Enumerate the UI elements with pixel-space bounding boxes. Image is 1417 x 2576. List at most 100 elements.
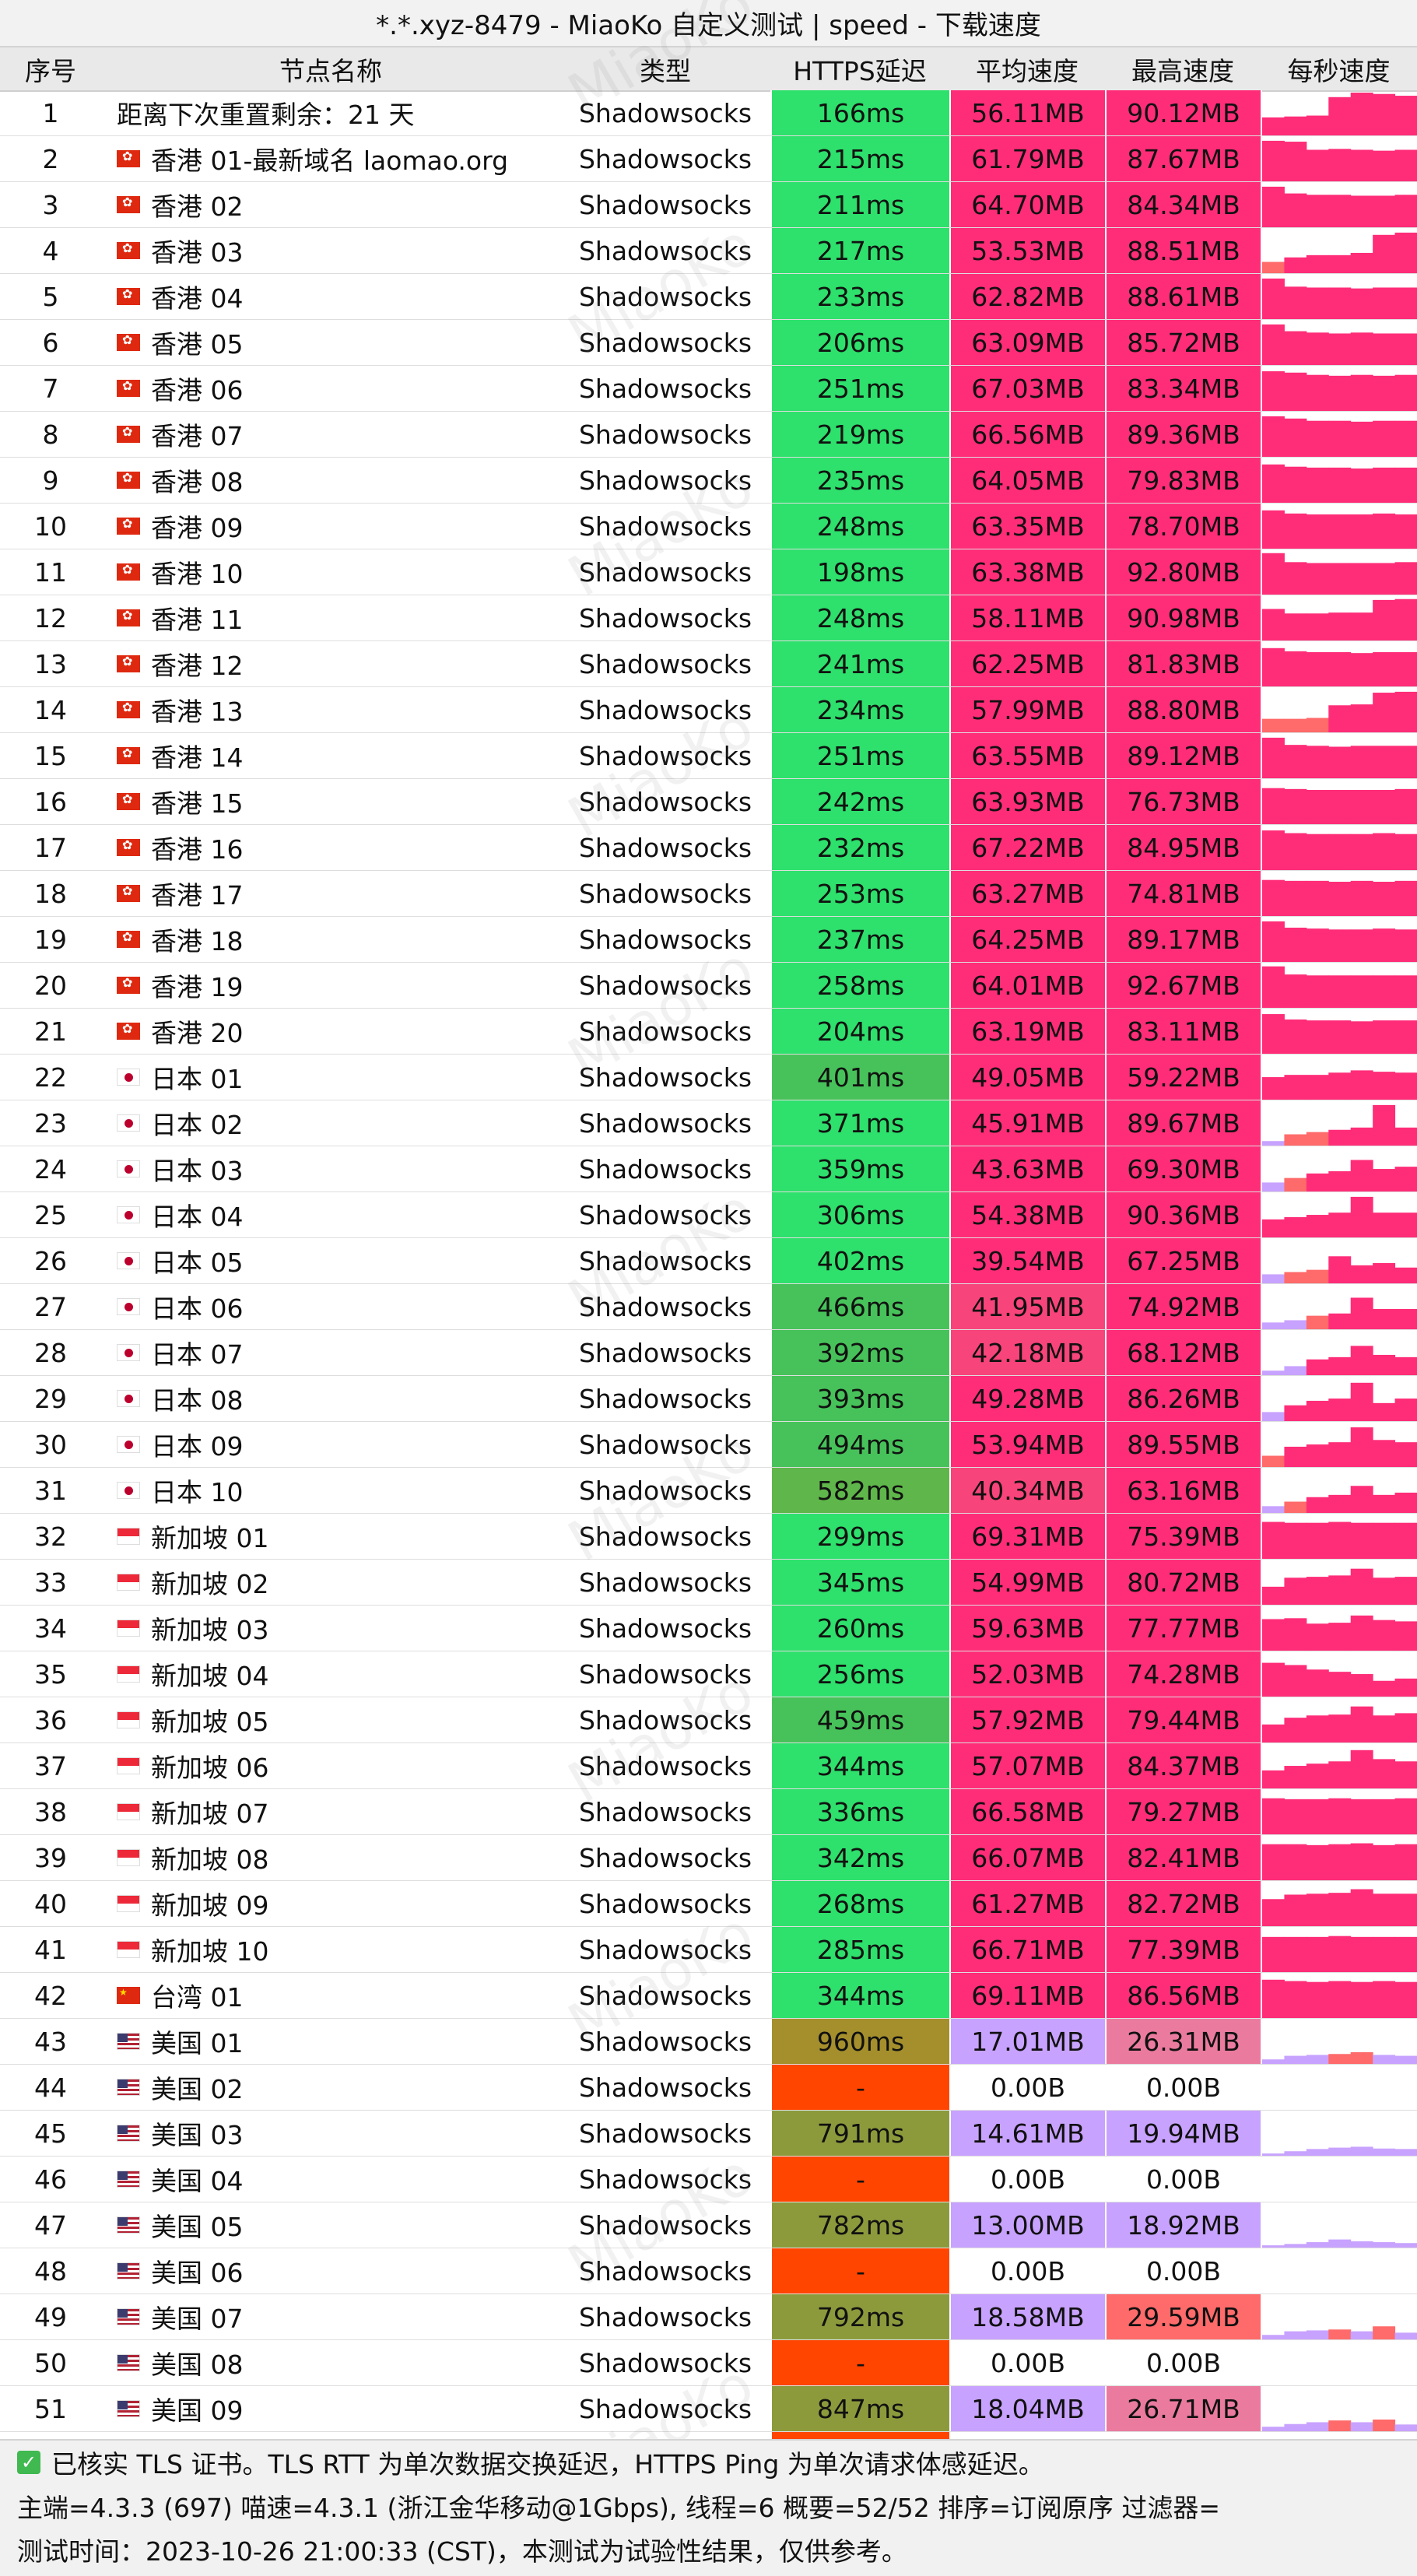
sparkline-chart [1262,278,1417,319]
sparkline-bar [1306,1020,1329,1054]
speed-sparkline [1261,2065,1417,2110]
sparkline-bar [1262,1770,1285,1788]
sparkline-chart [1262,921,1417,962]
flag-us-icon [117,2216,140,2234]
sparkline-bar [1350,332,1373,365]
sparkline-bar [1306,1669,1329,1697]
avg-speed: 63.35MB [949,504,1105,549]
sparkline-bar [1328,974,1352,1008]
sparkline-bar [1350,834,1373,870]
sparkline-bar [1328,789,1352,824]
https-ping: - [770,2157,949,2202]
avg-speed: 53.94MB [949,1422,1105,1467]
sparkline-bar [1262,510,1285,549]
node-name: 台湾 01 [151,1982,244,2013]
node-name-cell: 香港 10 [101,549,560,595]
row-number: 7 [42,373,59,404]
sparkline-bar [1350,1382,1373,1421]
sparkline-bar [1328,254,1352,273]
sparkline-chart [1262,737,1417,778]
avg-speed: 63.93MB [949,779,1105,824]
node-name: 美国 01 [151,2028,244,2058]
max-speed: 89.55MB [1105,1422,1261,1467]
avg-speed: 67.22MB [949,825,1105,870]
node-name: 香港 07 [151,421,244,451]
sparkline-bar [1394,1936,1417,1972]
speed-sparkline [1261,641,1417,686]
speed-sparkline [1261,871,1417,916]
node-type: Shadowsocks [578,2301,752,2332]
sparkline-bar [1284,561,1307,595]
node-type: Shadowsocks [578,1658,752,1690]
speed-sparkline [1261,1009,1417,1054]
node-name: 香港 02 [151,191,244,222]
avg-speed: 0.00B [949,2340,1105,2385]
sparkline-bar [1373,1893,1396,1926]
node-name-cell: 美国 07 [101,2294,560,2339]
node-name: 香港 12 [151,651,244,681]
sparkline-bar [1373,1402,1396,1421]
sparkline-bar [1306,1132,1329,1146]
sparkline-bar [1262,464,1285,503]
sparkline-bar [1284,1405,1307,1421]
flag-hk-icon [117,195,140,213]
node-type: Shadowsocks [578,143,752,174]
sparkline-bar [1306,1359,1329,1375]
node-name: 新加坡 07 [151,1799,269,1829]
speed-sparkline [1261,1192,1417,1237]
max-speed: 82.72MB [1105,1881,1261,1926]
sparkline-bar [1394,1072,1417,1100]
sparkline-bar [1373,1799,1396,1834]
flag-jp-icon [117,1390,140,1407]
sparkline-bar [1373,651,1396,686]
sparkline-bar [1373,881,1396,916]
https-ping: 782ms [770,2202,949,2248]
sparkline-bar [1262,1321,1285,1329]
sparkline-bar [1306,789,1329,824]
sparkline-bar [1350,1159,1373,1191]
sparkline-bar [1284,1019,1307,1054]
sparkline-bar [1284,1134,1307,1146]
https-ping: 260ms [770,1606,949,1651]
sparkline-bar [1306,149,1329,181]
sparkline-bar [1350,1981,1373,2018]
sparkline-bar [1262,1662,1285,1697]
sparkline-bar [1306,717,1329,732]
table-row: 31 日本 10 Shadowsocks 582ms 40.34MB 63.16MB [0,1468,1417,1514]
node-name: 香港 09 [151,513,244,543]
sparkline-bar [1284,286,1307,319]
flag-jp-icon [117,1298,140,1315]
sparkline-bar [1306,286,1329,319]
sparkline-chart [1262,1382,1417,1421]
sparkline-bar [1350,468,1373,503]
sparkline-bar [1328,612,1352,640]
max-speed: 18.92MB [1105,2202,1261,2248]
row-number: 30 [34,1429,67,1460]
sparkline-bar [1284,2423,1307,2431]
sparkline-bar [1350,745,1373,778]
sparkline-chart [1262,2325,1417,2339]
sparkline-bar [1394,1893,1417,1926]
table-row: 35 新加坡 04 Shadowsocks 256ms 52.03MB 74.28MB [0,1651,1417,1697]
sparkline-bar [1284,1981,1307,2018]
speed-sparkline [1261,1238,1417,1283]
sparkline-chart [1262,966,1417,1008]
table-row: 45 美国 03 Shadowsocks 791ms 14.61MB 19.94MB [0,2111,1417,2157]
sparkline-chart [1262,1013,1417,1054]
sparkline-bar [1373,1104,1396,1146]
sparkline-chart [1262,324,1417,365]
avg-speed: 43.63MB [949,1146,1105,1191]
sparkline-bar [1262,1140,1285,1146]
sparkline-bar [1328,1892,1352,1926]
node-type: Shadowsocks [578,1980,752,2011]
max-speed: 84.34MB [1105,182,1261,227]
col-header-ping: HTTPS延迟 [793,55,927,86]
node-name: 香港 11 [151,605,244,635]
table-row: 29 日本 08 Shadowsocks 393ms 49.28MB 86.26MB [0,1376,1417,1422]
flag-hk-icon [117,1021,140,1040]
sparkline-bar [1262,1181,1285,1191]
